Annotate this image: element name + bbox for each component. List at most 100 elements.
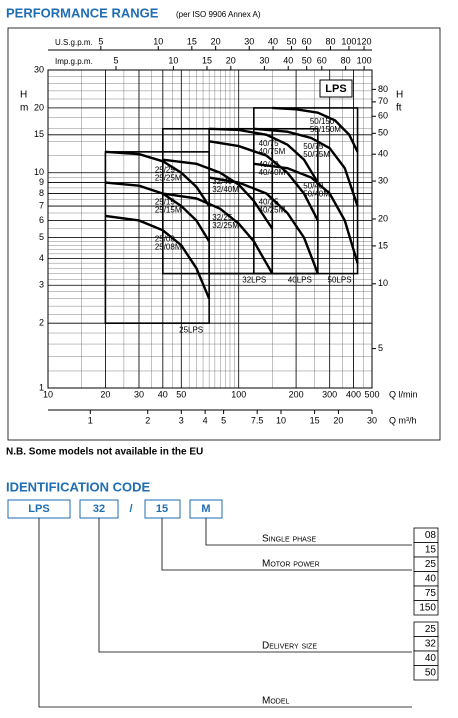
leader	[38, 518, 412, 708]
field-label: Motor power	[262, 559, 320, 570]
tag-label: LPS	[325, 83, 346, 95]
curve-label: 40/40	[259, 160, 280, 169]
y-tick-label: 4	[39, 253, 44, 263]
y-tick-label: 15	[34, 129, 44, 139]
curve-label: 50/75M	[303, 150, 330, 159]
x3-tick-label: 100	[357, 55, 372, 65]
y-tick-label: 5	[39, 232, 44, 242]
x4-tick-label: 2	[145, 415, 150, 425]
x-tick-label: 20	[100, 389, 110, 399]
x4-tick-label: 4	[203, 415, 208, 425]
option-text: 25	[425, 559, 437, 570]
curve-label: 25/15M	[155, 206, 182, 215]
y-tick-label: 6	[39, 215, 44, 225]
y2-tick-label: 80	[378, 84, 388, 94]
curve-label: 32/25M	[212, 221, 239, 230]
code-part: /	[129, 503, 132, 515]
curve-label: 40/25M	[259, 206, 286, 215]
code-part: M	[201, 503, 210, 515]
pump-curve	[253, 127, 359, 207]
x2-tick-label: 15	[187, 36, 197, 46]
y2-tick-label: 70	[378, 96, 388, 106]
curve-label: 40/75M	[259, 147, 286, 156]
x4-axis-label: Q m³/h	[389, 415, 417, 425]
x2-tick-label: 30	[244, 36, 254, 46]
pump-curve	[272, 106, 359, 153]
option-text: 40	[425, 574, 437, 585]
x2-tick-label: 60	[302, 36, 312, 46]
x3-tick-label: 10	[168, 55, 178, 65]
pump-curve	[208, 140, 319, 222]
curve-label: 40/25	[259, 198, 280, 207]
x2-tick-label: 100	[341, 36, 356, 46]
y2-tick-label: 5	[378, 343, 383, 353]
y2-axis-label: H	[396, 90, 403, 101]
x3-tick-label: 80	[341, 55, 351, 65]
x4-tick-label: 3	[179, 415, 184, 425]
x-tick-label: 100	[231, 389, 246, 399]
curve-label: 25/25	[155, 165, 176, 174]
x2-tick-label: 40	[268, 36, 278, 46]
x4-tick-label: 20	[333, 415, 343, 425]
field-label: Single phase	[262, 534, 317, 545]
pump-curve	[253, 162, 359, 264]
curve-label: 25/08	[155, 234, 176, 243]
option-cell	[413, 665, 439, 681]
curve-label: 50/75	[303, 142, 324, 151]
x3-tick-label: 5	[113, 55, 118, 65]
y2-tick-label: 10	[378, 278, 388, 288]
x3-tick-label: 40	[283, 55, 293, 65]
note: N.B. Some models not available in the EU	[6, 447, 203, 458]
option-text: 75	[425, 588, 437, 599]
chart-frame	[7, 27, 441, 441]
x3-axis-label: Imp.g.p.m.	[55, 57, 93, 66]
y2-axis-unit: ft	[396, 103, 402, 114]
x3-tick-label: 15	[202, 55, 212, 65]
curve-label: 32/40M	[212, 185, 239, 194]
x3-tick-label: 30	[259, 55, 269, 65]
code-part: 15	[156, 503, 168, 515]
leader	[205, 518, 412, 546]
y-tick-label: 3	[39, 280, 44, 290]
x2-tick-label: 50	[287, 36, 297, 46]
leader-lines	[38, 518, 412, 708]
x4-tick-label: 7.5	[251, 415, 264, 425]
curve-label: 25/15	[155, 198, 176, 207]
field-label: Model	[262, 696, 289, 707]
x2-tick-label: 80	[325, 36, 335, 46]
x3-tick-label: 60	[317, 55, 327, 65]
pump-curve	[105, 150, 211, 207]
section-title: IDENTIFICATION CODE	[6, 479, 151, 494]
x-axis-label: Q l/min	[389, 389, 418, 399]
curve-label: 32/25	[212, 213, 233, 222]
y-tick-label: 7	[39, 200, 44, 210]
curve-label: 32/40	[212, 177, 233, 186]
y2-tick-label: 30	[378, 175, 388, 185]
code-part: LPS	[28, 503, 49, 515]
y2-tick-label: 15	[378, 240, 388, 250]
field-label: Delivery size	[262, 641, 317, 652]
family-label: 50LPS	[328, 276, 352, 285]
y2-tick-label: 60	[378, 111, 388, 121]
x4-tick-label: 15	[310, 415, 320, 425]
y-tick-label: 10	[34, 167, 44, 177]
x3-tick-label: 50	[302, 55, 312, 65]
option-text: 150	[419, 603, 436, 614]
option-tables: 08 15 25 40 75 150 25 32 40 50	[413, 527, 439, 681]
code-part: 32	[93, 503, 105, 515]
x2-axis-label: U.S.g.p.m.	[55, 38, 93, 47]
pump-curve	[209, 127, 319, 184]
pump-curve	[208, 176, 319, 275]
option-text: 50	[425, 668, 437, 679]
x-tick-label: 500	[364, 389, 379, 399]
y-axis-unit: m	[20, 103, 28, 114]
x2-tick-label: 10	[153, 36, 163, 46]
y2-tick-label: 50	[378, 128, 388, 138]
code-box	[144, 499, 181, 519]
page-title: PERFORMANCE RANGE	[6, 5, 159, 20]
y-tick-label: 9	[39, 177, 44, 187]
y2-tick-label: 20	[378, 213, 388, 223]
curve-label: 50/150M	[310, 125, 341, 134]
